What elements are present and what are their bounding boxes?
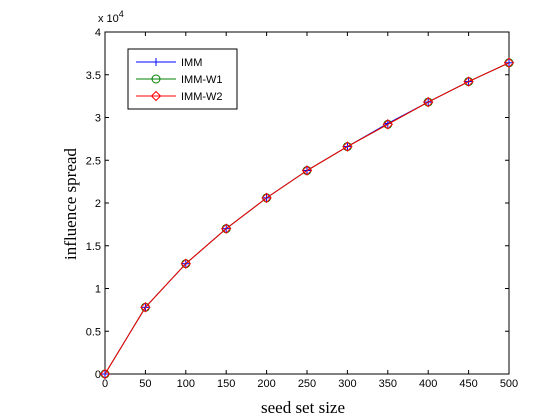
x-tick-label: 500	[500, 378, 518, 390]
x-tick-label: 200	[257, 378, 275, 390]
x-tick-label: 100	[177, 378, 195, 390]
series-layer	[99, 57, 515, 380]
x-axis-ticks: 0 50 100 150 200 250 300 350 400 450 500	[102, 32, 518, 390]
y-tick-label: 0	[95, 369, 101, 381]
data-point	[382, 119, 394, 130]
y-tick-label: 1.5	[86, 241, 101, 253]
x-tick-label: 300	[338, 378, 356, 390]
y-multiplier-exponent: 4	[119, 9, 124, 19]
x-tick-label: 400	[419, 378, 437, 390]
legend-item: IMM-W2	[136, 90, 223, 103]
legend-label: IMM-W2	[181, 91, 223, 103]
legend-label: IMM	[181, 57, 202, 69]
data-point	[342, 141, 353, 152]
series-line	[104, 62, 510, 375]
x-tick-label: 150	[217, 378, 235, 390]
y-tick-label: 4	[95, 27, 101, 39]
x-axis-title: seed set size	[261, 398, 345, 417]
data-point	[150, 90, 162, 102]
y-tick-label: 2	[95, 198, 101, 210]
data-point	[422, 96, 434, 108]
legend-label: IMM-W1	[181, 74, 223, 86]
data-point	[261, 192, 272, 204]
y-tick-label: 1	[95, 284, 101, 296]
y-tick-label: 0.5	[86, 326, 101, 338]
y-axis-ticks: 0 0.5 1 1.5 2 2.5 3 3.5 4	[86, 27, 509, 381]
y-tick-label: 3.5	[86, 70, 101, 82]
y-tick-label: 3	[95, 113, 101, 125]
x-tick-label: 250	[298, 378, 316, 390]
data-point	[301, 165, 313, 176]
legend: IMM IMM-W1 IMM-W2	[127, 48, 238, 110]
data-point	[180, 258, 192, 269]
y-multiplier-base: x 10	[98, 13, 119, 25]
legend-item: IMM-W1	[136, 74, 223, 86]
data-point	[463, 76, 474, 87]
series-imm-w2	[99, 57, 515, 380]
y-axis-title: influence spread	[61, 148, 80, 260]
x-tick-label: 350	[379, 378, 397, 390]
x-tick-label: 0	[102, 378, 108, 390]
data-point	[503, 57, 515, 68]
data-point	[220, 223, 232, 234]
y-tick-label: 2.5	[86, 155, 101, 167]
x-tick-label: 450	[459, 378, 477, 390]
y-axis-multiplier: x 104	[98, 9, 124, 25]
data-point	[99, 368, 111, 380]
x-tick-label: 50	[139, 378, 151, 390]
legend-item: IMM	[136, 57, 202, 69]
data-point	[140, 302, 151, 313]
data-point	[151, 74, 161, 84]
